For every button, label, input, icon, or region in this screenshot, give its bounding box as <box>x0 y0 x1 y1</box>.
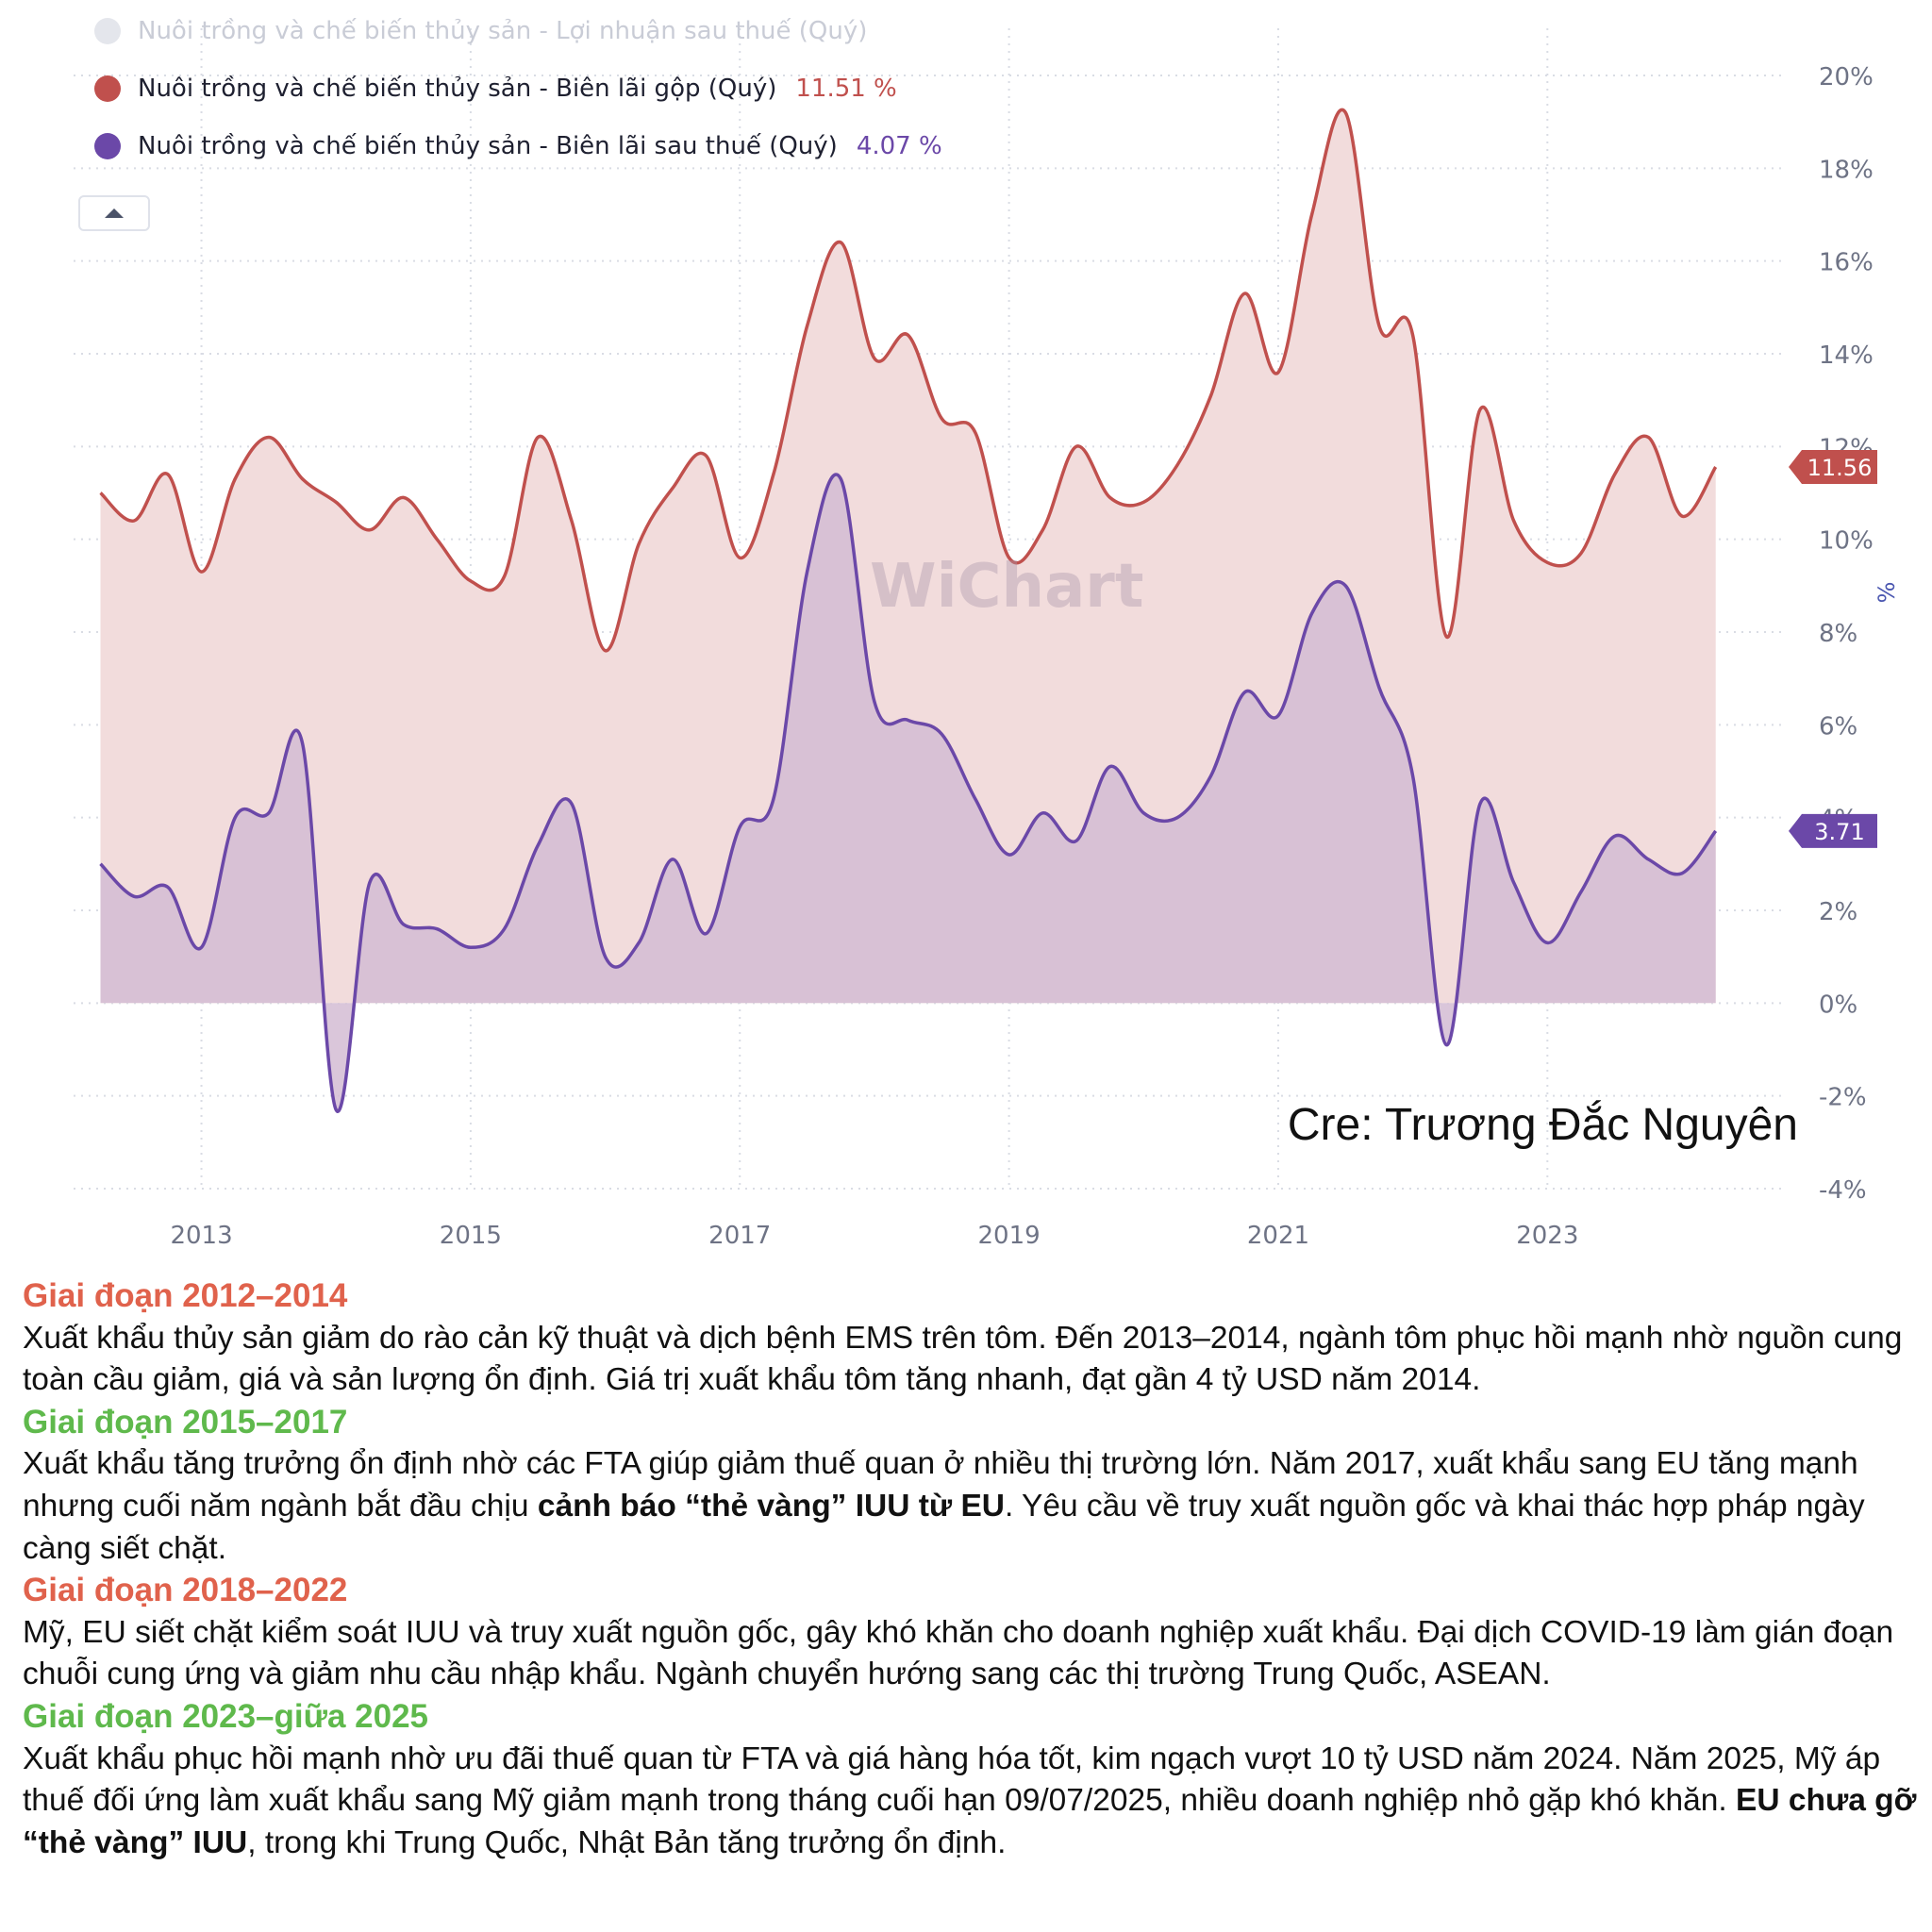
y-axis-label: % <box>1874 582 1900 604</box>
note-text: Xuất khẩu tăng trưởng ổn định nhờ các FT… <box>23 1446 1858 1524</box>
note-text: Xuất khẩu phục hồi mạnh nhờ ưu đãi thuế … <box>23 1740 1881 1819</box>
legend-dot-net-margin <box>94 133 121 159</box>
y-tick-label: 20% <box>1819 63 1874 92</box>
series-line-1 <box>99 108 1718 653</box>
end-value-label-1: 11.56 <box>1807 455 1873 481</box>
legend-item-net-margin[interactable]: Nuôi trồng và chế biến thủy sản - Biên l… <box>94 127 942 165</box>
note-paragraph: Xuất khẩu tăng trưởng ổn định nhờ các FT… <box>23 1443 1928 1570</box>
legend-item-gross-margin[interactable]: Nuôi trồng và chế biến thủy sản - Biên l… <box>94 70 897 108</box>
x-tick-label: 2017 <box>708 1222 771 1250</box>
x-tick-label: 2013 <box>170 1222 232 1250</box>
legend-item-profit[interactable]: Nuôi trồng và chế biến thủy sản - Lợi nh… <box>94 12 867 50</box>
chart-svg: 20%18%16%14%12%10%8%6%4%2%0%-2%-4%201320… <box>74 28 1900 1250</box>
end-value-flag-1 <box>1789 449 1877 484</box>
y-tick-label: 0% <box>1819 991 1857 1019</box>
legend-value-gross-margin: 11.51 % <box>795 75 897 103</box>
note-paragraph: Mỹ, EU siết chặt kiểm soát IUU và truy x… <box>23 1612 1928 1696</box>
y-tick-label: 14% <box>1819 341 1874 370</box>
legend-dot-profit <box>94 18 121 44</box>
notes-body: Giai đoạn 2012–2014 Xuất khẩu thủy sản gi… <box>23 1275 1928 1864</box>
collapse-legend-button[interactable] <box>78 195 150 231</box>
x-tick-label: 2021 <box>1247 1222 1309 1250</box>
note-emphasis: EU chưa gỡ “thẻ vàng” IUU <box>23 1783 1917 1860</box>
end-value-flag-2 <box>1789 813 1877 848</box>
note-text: Mỹ, EU siết chặt kiểm soát IUU và truy x… <box>23 1614 1894 1692</box>
notes-section: Giai đoạn 2012–2014 Xuất khẩu thủy sản gi… <box>23 1275 1928 1864</box>
legend-label-profit: Nuôi trồng và chế biến thủy sản - Lợi nh… <box>138 17 868 45</box>
y-tick-label: 2% <box>1819 898 1857 926</box>
y-tick-label: 16% <box>1819 249 1874 277</box>
x-tick-label: 2015 <box>440 1222 502 1250</box>
credit-text: Cre: Trương Đắc Nguyên <box>1287 1100 1798 1150</box>
x-tick-label: 2019 <box>978 1222 1041 1250</box>
legend-label-gross-margin: Nuôi trồng và chế biến thủy sản - Biên l… <box>138 75 777 103</box>
y-tick-label: -4% <box>1819 1176 1867 1205</box>
note-heading: Giai đoạn 2015–2017 <box>23 1403 348 1441</box>
note-heading: Giai đoạn 2023–giữa 2025 <box>23 1697 429 1735</box>
legend-dot-gross-margin <box>94 75 121 102</box>
note-text: . Yêu cầu về truy xuất nguồn gốc và khai… <box>23 1488 1865 1566</box>
y-tick-label: 6% <box>1819 712 1857 741</box>
y-tick-label: 18% <box>1819 156 1874 184</box>
legend-label-net-margin: Nuôi trồng và chế biến thủy sản - Biên l… <box>138 132 838 160</box>
y-tick-label: 10% <box>1819 527 1874 556</box>
y-tick-label: 8% <box>1819 620 1857 648</box>
end-value-label-2: 3.71 <box>1814 819 1864 845</box>
chevron-up-icon <box>105 208 124 218</box>
series-area-2 <box>100 474 1716 1112</box>
note-text: , trong khi Trung Quốc, Nhật Bản tăng tr… <box>247 1824 1007 1860</box>
note-heading: Giai đoạn 2018–2022 <box>23 1572 348 1609</box>
chart: 20%18%16%14%12%10%8%6%4%2%0%-2%-4%201320… <box>74 12 1900 1250</box>
note-heading: Giai đoạn 2012–2014 <box>23 1277 348 1314</box>
note-text: Xuất khẩu thủy sản giảm do rào cản kỹ th… <box>23 1320 1903 1398</box>
note-emphasis: cảnh báo “thẻ vàng” IUU từ EU <box>537 1488 1005 1524</box>
y-tick-label: -2% <box>1819 1084 1867 1112</box>
series-line-2 <box>99 473 1718 1113</box>
note-paragraph: Xuất khẩu thủy sản giảm do rào cản kỹ th… <box>23 1318 1928 1402</box>
watermark-logo: WiChart <box>870 552 1144 622</box>
x-tick-label: 2023 <box>1516 1222 1578 1250</box>
legend-value-net-margin: 4.07 % <box>856 132 942 160</box>
note-paragraph: Xuất khẩu phục hồi mạnh nhờ ưu đãi thuế … <box>23 1739 1928 1865</box>
